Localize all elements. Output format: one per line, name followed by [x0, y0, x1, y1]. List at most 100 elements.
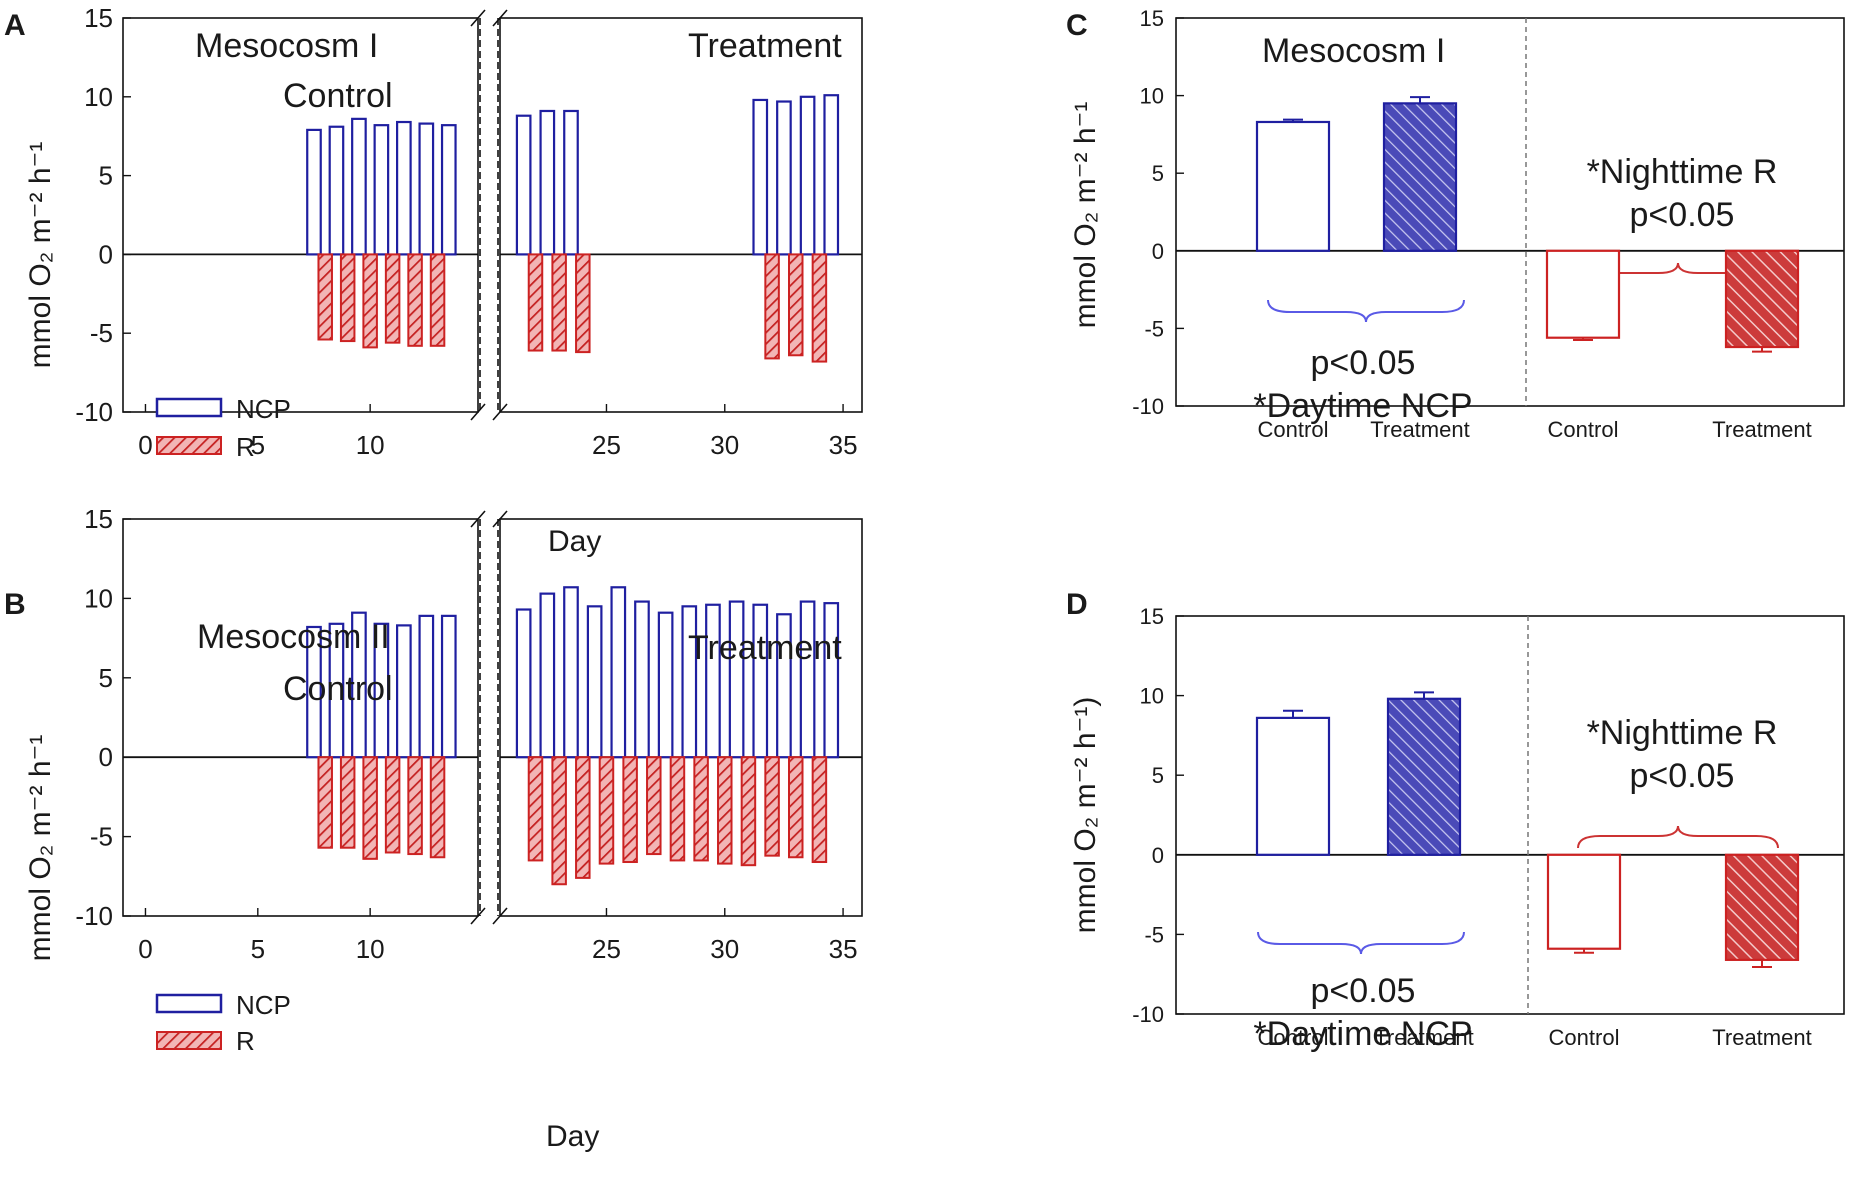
axis-break-mark	[470, 403, 486, 421]
y-tick-label: -5	[90, 822, 113, 852]
y-tick-label: 0	[99, 742, 113, 772]
plot-frame-right	[499, 17, 863, 413]
panel-d: D mmol O₂ m⁻² h⁻¹) -10 -5 0 5 10 15 Control Tre…	[1066, 588, 1845, 1053]
legend-ncp-swatch	[155, 397, 223, 418]
x-tick-label: 30	[710, 934, 739, 964]
axes: -10 -5 0 5 10 15 Control Treatment Control Treatm…	[1132, 604, 1845, 1050]
r-bar	[317, 253, 333, 341]
y-axis-label: mmol O₂ m⁻² h⁻¹	[24, 735, 57, 962]
plot-frame-left	[122, 518, 479, 917]
r-bar	[575, 756, 591, 879]
r-bar	[429, 756, 446, 859]
ncp-bar	[776, 613, 792, 759]
ncp-bar	[418, 122, 435, 256]
ncp-bar	[306, 625, 322, 759]
axis-break-mark	[492, 9, 508, 27]
r-bar	[384, 756, 401, 854]
axes: -10 -5 0 5 10 15 Control Treatment Control Treatm…	[1132, 6, 1845, 442]
ncp-bar	[823, 602, 840, 759]
ncp-bar	[563, 586, 579, 759]
r-p-value: p<0.05	[1630, 757, 1735, 795]
r-bar	[339, 253, 356, 343]
plot-frame	[1175, 17, 1845, 407]
y-tick-label: 5	[99, 161, 113, 191]
r-bar	[764, 756, 780, 857]
x-tick-label: 10	[356, 430, 385, 460]
ncp-bar	[1255, 120, 1331, 252]
r-bar	[384, 253, 401, 344]
ncp-bar	[752, 603, 769, 759]
r-bar	[669, 756, 686, 862]
brace	[1267, 299, 1465, 323]
x-tick-label: 10	[356, 934, 385, 964]
r-annotation: *Nighttime R	[1587, 153, 1778, 191]
ncp-bar	[776, 100, 792, 256]
plot-frame	[1175, 615, 1845, 1015]
r-bar	[527, 756, 544, 862]
ncp-bar	[799, 600, 816, 759]
r-bar	[788, 756, 804, 859]
r-bar	[788, 253, 804, 357]
y-tick-label: -10	[1132, 1002, 1164, 1027]
ncp-annotation: *Daytime NCP	[1253, 1015, 1472, 1053]
x-tick-label: 25	[592, 430, 621, 460]
y-axis-label: mmol O₂ m⁻² h⁻¹)	[1069, 697, 1102, 934]
axis-break-mark	[492, 510, 508, 528]
plot-frame-left	[122, 17, 479, 413]
r-bar	[764, 253, 780, 360]
axes: -10 -5 0 5 10 15 0 5 10 25 30 35	[75, 3, 863, 460]
r-bar	[717, 756, 733, 865]
ncp-bar	[681, 605, 698, 759]
ncp-bar	[515, 608, 532, 759]
ncp-bar	[351, 611, 367, 759]
r-bar	[575, 253, 591, 354]
y-tick-label: 0	[99, 239, 113, 269]
y-tick-label: 15	[1140, 604, 1164, 629]
ncp-bar	[610, 586, 627, 759]
ncp-bar	[396, 624, 412, 759]
axis-break-mark	[470, 510, 486, 528]
y-tick-label: -10	[75, 901, 113, 931]
x-tick-label: 0	[138, 430, 152, 460]
y-tick-label: -5	[1144, 316, 1164, 341]
ncp-p-value: p<0.05	[1311, 972, 1416, 1010]
r-p-value: p<0.05	[1630, 196, 1735, 234]
ncp-bar	[1386, 697, 1462, 856]
legend: NCP R	[155, 394, 291, 462]
category-label: Control	[1258, 1025, 1329, 1050]
x-tick-label: 25	[592, 934, 621, 964]
y-tick-label: 5	[1152, 161, 1164, 186]
r-bar	[362, 756, 378, 860]
category-label: Treatment	[1712, 417, 1811, 442]
axis-break-mark	[492, 403, 508, 421]
ncp-bar	[823, 94, 840, 256]
x-axis-label: Day	[548, 525, 601, 558]
r-bar	[598, 756, 615, 865]
r-bar	[811, 756, 828, 864]
r-bar	[1545, 249, 1621, 339]
bars	[306, 94, 840, 363]
r-bar	[551, 253, 567, 352]
x-tick-label: 30	[710, 430, 739, 460]
treatment-label: Treatment	[688, 27, 842, 65]
r-bar	[622, 756, 638, 864]
ncp-bar	[634, 600, 650, 759]
brace	[1257, 931, 1465, 955]
ncp-bar	[306, 128, 322, 256]
y-tick-label: 15	[84, 504, 113, 534]
ncp-bar	[328, 622, 345, 759]
r-bar	[551, 756, 567, 886]
legend-r-label: R	[236, 432, 255, 462]
category-label: Control	[1258, 417, 1329, 442]
ncp-bar	[657, 611, 674, 759]
r-bar	[527, 253, 544, 352]
bars	[306, 586, 840, 886]
r-annotation: *Nighttime R	[1587, 714, 1778, 752]
ncp-bar	[1255, 716, 1331, 856]
r-bar	[740, 756, 757, 867]
y-axis-label: mmol O₂ m⁻² h⁻¹	[24, 142, 57, 369]
bars	[1255, 96, 1800, 353]
legend-ncp-label: NCP	[236, 990, 291, 1020]
